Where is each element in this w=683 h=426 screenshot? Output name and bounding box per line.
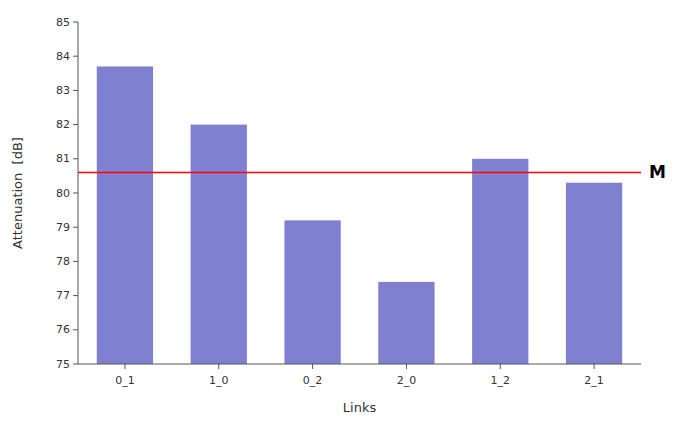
x-tick [312, 364, 313, 369]
y-tick-label: 85 [56, 16, 70, 29]
y-tick-label: 84 [56, 50, 70, 63]
y-tick-label: 76 [56, 323, 70, 336]
x-tick-label: 2_1 [584, 374, 604, 387]
y-tick [73, 193, 78, 194]
y-tick-label: 77 [56, 289, 70, 302]
x-tick [218, 364, 219, 369]
x-tick [594, 364, 595, 369]
bar [284, 220, 340, 364]
bars [97, 66, 622, 364]
x-tick-label: 0_1 [115, 374, 135, 387]
y-tick [73, 295, 78, 296]
y-tick [73, 158, 78, 159]
x-tick [500, 364, 501, 369]
y-tick-label: 75 [56, 358, 70, 371]
bar [472, 159, 528, 364]
mean-label: M [649, 162, 666, 182]
y-tick-label: 82 [56, 118, 70, 131]
x-tick-label: 0_2 [303, 374, 323, 387]
bar [97, 66, 153, 364]
y-tick [73, 261, 78, 262]
y-tick [73, 124, 78, 125]
y-tick [73, 329, 78, 330]
y-tick-label: 79 [56, 221, 70, 234]
y-tick [73, 227, 78, 228]
y-tick-label: 78 [56, 255, 70, 268]
chart: M 75 76 77 78 79 80 81 82 83 84 85 0_1 1_0 0_2 2_0 1_2 2_… [0, 0, 683, 426]
y-tick [73, 56, 78, 57]
y-tick [73, 364, 78, 365]
x-tick [406, 364, 407, 369]
chart-container: M 75 76 77 78 79 80 81 82 83 84 85 0_1 1_0 0_2 2_0 1_2 2_… [0, 0, 683, 426]
x-tick-label: 1_2 [491, 374, 511, 387]
x-axis-line [78, 364, 641, 365]
x-tick-label: 1_0 [209, 374, 229, 387]
y-tick-label: 80 [56, 187, 70, 200]
y-axis-label: Attenuation [dB] [10, 137, 25, 249]
x-tick-label: 2_0 [397, 374, 417, 387]
bar [378, 282, 434, 364]
bar [191, 125, 247, 364]
bar [566, 183, 622, 364]
mean-line-group [78, 172, 641, 173]
y-tick-label: 83 [56, 84, 70, 97]
x-tick [124, 364, 125, 369]
y-tick [73, 22, 78, 23]
y-tick-label: 81 [56, 152, 70, 165]
axes: 75 76 77 78 79 80 81 82 83 84 85 0_1 1_0 0_2 2_0 1_2 2_1 [56, 16, 641, 388]
y-tick [73, 90, 78, 91]
x-axis-label: Links [343, 400, 377, 415]
mean-line [78, 172, 641, 174]
